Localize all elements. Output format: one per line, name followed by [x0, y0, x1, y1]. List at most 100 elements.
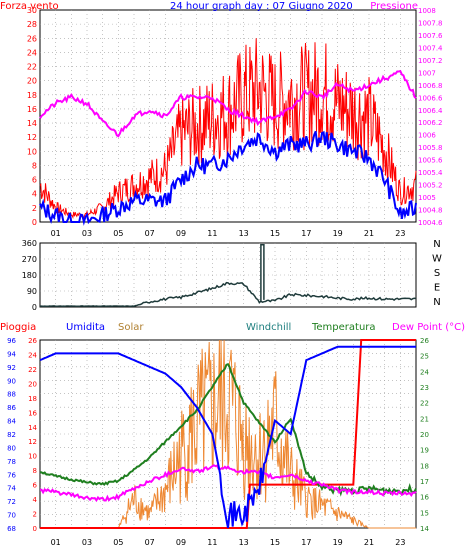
- left-tick-label: 0: [32, 218, 37, 227]
- wind-direction-spike: [260, 244, 265, 302]
- x-tick-label: 21: [364, 538, 374, 547]
- left-tick-label: 12: [27, 133, 37, 142]
- left-tick-label: 10: [27, 147, 37, 156]
- right-tick-label: 1005.8: [418, 144, 443, 152]
- left-tick-label: 6: [32, 176, 37, 185]
- rain-solar-tick-label: 10: [28, 453, 37, 461]
- temperature-tick-label: 23: [420, 384, 429, 392]
- x-tick-label: 09: [176, 229, 186, 238]
- right-tick-label: 1007.2: [418, 57, 443, 65]
- rain-solar-tick-label: 24: [28, 351, 37, 359]
- x-tick-label: 13: [239, 538, 249, 547]
- right-tick-label: 1007.6: [418, 32, 443, 40]
- temperature-tick-label: 20: [420, 431, 429, 439]
- humidity-tick-label: 72: [7, 498, 16, 506]
- x-tick-label: 19: [333, 538, 343, 547]
- humidity-tick-label: 80: [7, 444, 16, 452]
- right-tick-label: 1005.2: [418, 182, 443, 190]
- rain-solar-tick-label: 22: [28, 366, 37, 374]
- right-tick-label: 1006.6: [418, 94, 443, 102]
- right-tick-label: 1007.4: [418, 44, 443, 52]
- temperature-tick-label: 14: [420, 525, 429, 533]
- humidity-tick-label: 90: [7, 377, 16, 385]
- compass-label: N: [433, 239, 440, 250]
- pressure-line: [39, 69, 417, 138]
- temperature-tick-label: 26: [420, 337, 429, 345]
- x-tick-label: 15: [270, 538, 280, 547]
- rain-solar-tick-label: 20: [28, 380, 37, 388]
- x-tick-label: 23: [395, 229, 405, 238]
- compass-label: W: [432, 254, 442, 265]
- right-tick-label: 1004.8: [418, 207, 443, 215]
- humidity-label: Umidita: [66, 322, 105, 333]
- humidity-tick-label: 84: [7, 418, 16, 426]
- temperature-tick-label: 19: [420, 447, 429, 455]
- direction-tick-label: 0: [32, 303, 37, 312]
- x-tick-label: 03: [82, 229, 92, 238]
- x-tick-label: 05: [113, 538, 123, 547]
- temperature-tick-label: 16: [420, 494, 429, 502]
- humidity-tick-label: 94: [7, 350, 16, 358]
- compass-label: E: [434, 283, 440, 294]
- x-tick-label: 23: [395, 538, 405, 547]
- rain-solar-tick-label: 14: [28, 424, 37, 432]
- left-tick-label: 18: [27, 91, 37, 100]
- left-tick-label: 22: [27, 63, 37, 72]
- left-tick-label: 26: [27, 34, 37, 43]
- top-series: [39, 38, 417, 226]
- left-tick-label: 30: [27, 6, 37, 15]
- humidity-tick-label: 92: [7, 364, 16, 372]
- compass-label: N: [433, 297, 440, 308]
- x-tick-label: 17: [301, 538, 311, 547]
- direction-tick-label: 180: [22, 271, 37, 280]
- x-tick-label: 09: [176, 538, 186, 547]
- rain-label: Pioggia: [0, 322, 36, 333]
- left-tick-label: 4: [32, 190, 37, 199]
- direction-tick-label: 270: [22, 255, 37, 264]
- bottom-left-ticks: 68 70 72 74 76 78 80 82 84 86 88 90 92 94 96: [7, 337, 16, 533]
- top-title: 24 hour graph day : 07 Giugno 2020: [170, 1, 353, 12]
- x-tick-label: 19: [333, 229, 343, 238]
- humidity-tick-label: 82: [7, 431, 16, 439]
- humidity-tick-label: 88: [7, 391, 16, 399]
- top-right-label: Pressione: [370, 1, 418, 12]
- right-tick-label: 1004.6: [418, 219, 443, 227]
- x-tick-label: 07: [145, 538, 155, 547]
- bottom-x-ticks: 01 03 05 07 09 11 13 15 17 19 21 23: [51, 538, 406, 547]
- right-tick-label: 1006: [418, 132, 436, 140]
- temperature-tick-label: 24: [420, 368, 429, 376]
- humidity-tick-label: 70: [7, 512, 16, 520]
- humidity-tick-label: 96: [7, 337, 16, 345]
- direction-grid: [40, 243, 416, 307]
- x-tick-label: 01: [51, 538, 61, 547]
- temperature-line: [39, 362, 417, 497]
- solar-label: Solar: [118, 322, 144, 333]
- rain-solar-tick-label: 0: [33, 525, 37, 533]
- rain-solar-tick-label: 18: [28, 395, 37, 403]
- bottom-right-ticks: 14 15 16 17 18 19 20 21 22 23 24 25 26: [420, 337, 429, 533]
- rain-solar-tick-label: 12: [28, 438, 37, 446]
- temperature-tick-label: 22: [420, 400, 429, 408]
- humidity-line: [39, 345, 416, 529]
- top-right-ticks: 1004.6 1004.8 1005 1005.2 1005.4 1005.6 1005.8…: [418, 7, 443, 227]
- humidity-tick-label: 74: [7, 485, 16, 493]
- wind-avg-line: [39, 130, 417, 226]
- right-tick-label: 1008: [418, 7, 436, 15]
- left-tick-label: 14: [27, 119, 37, 128]
- left-tick-label: 28: [27, 20, 37, 29]
- right-tick-label: 1006.4: [418, 107, 443, 115]
- compass-label: S: [434, 268, 440, 279]
- rain-solar-tick-label: 26: [28, 337, 37, 345]
- left-tick-label: 20: [27, 77, 37, 86]
- temperature-tick-label: 25: [420, 353, 429, 361]
- humidity-tick-label: 86: [7, 404, 16, 412]
- humidity-tick-label: 76: [7, 471, 16, 479]
- x-tick-label: 01: [51, 229, 61, 238]
- x-tick-label: 13: [239, 229, 249, 238]
